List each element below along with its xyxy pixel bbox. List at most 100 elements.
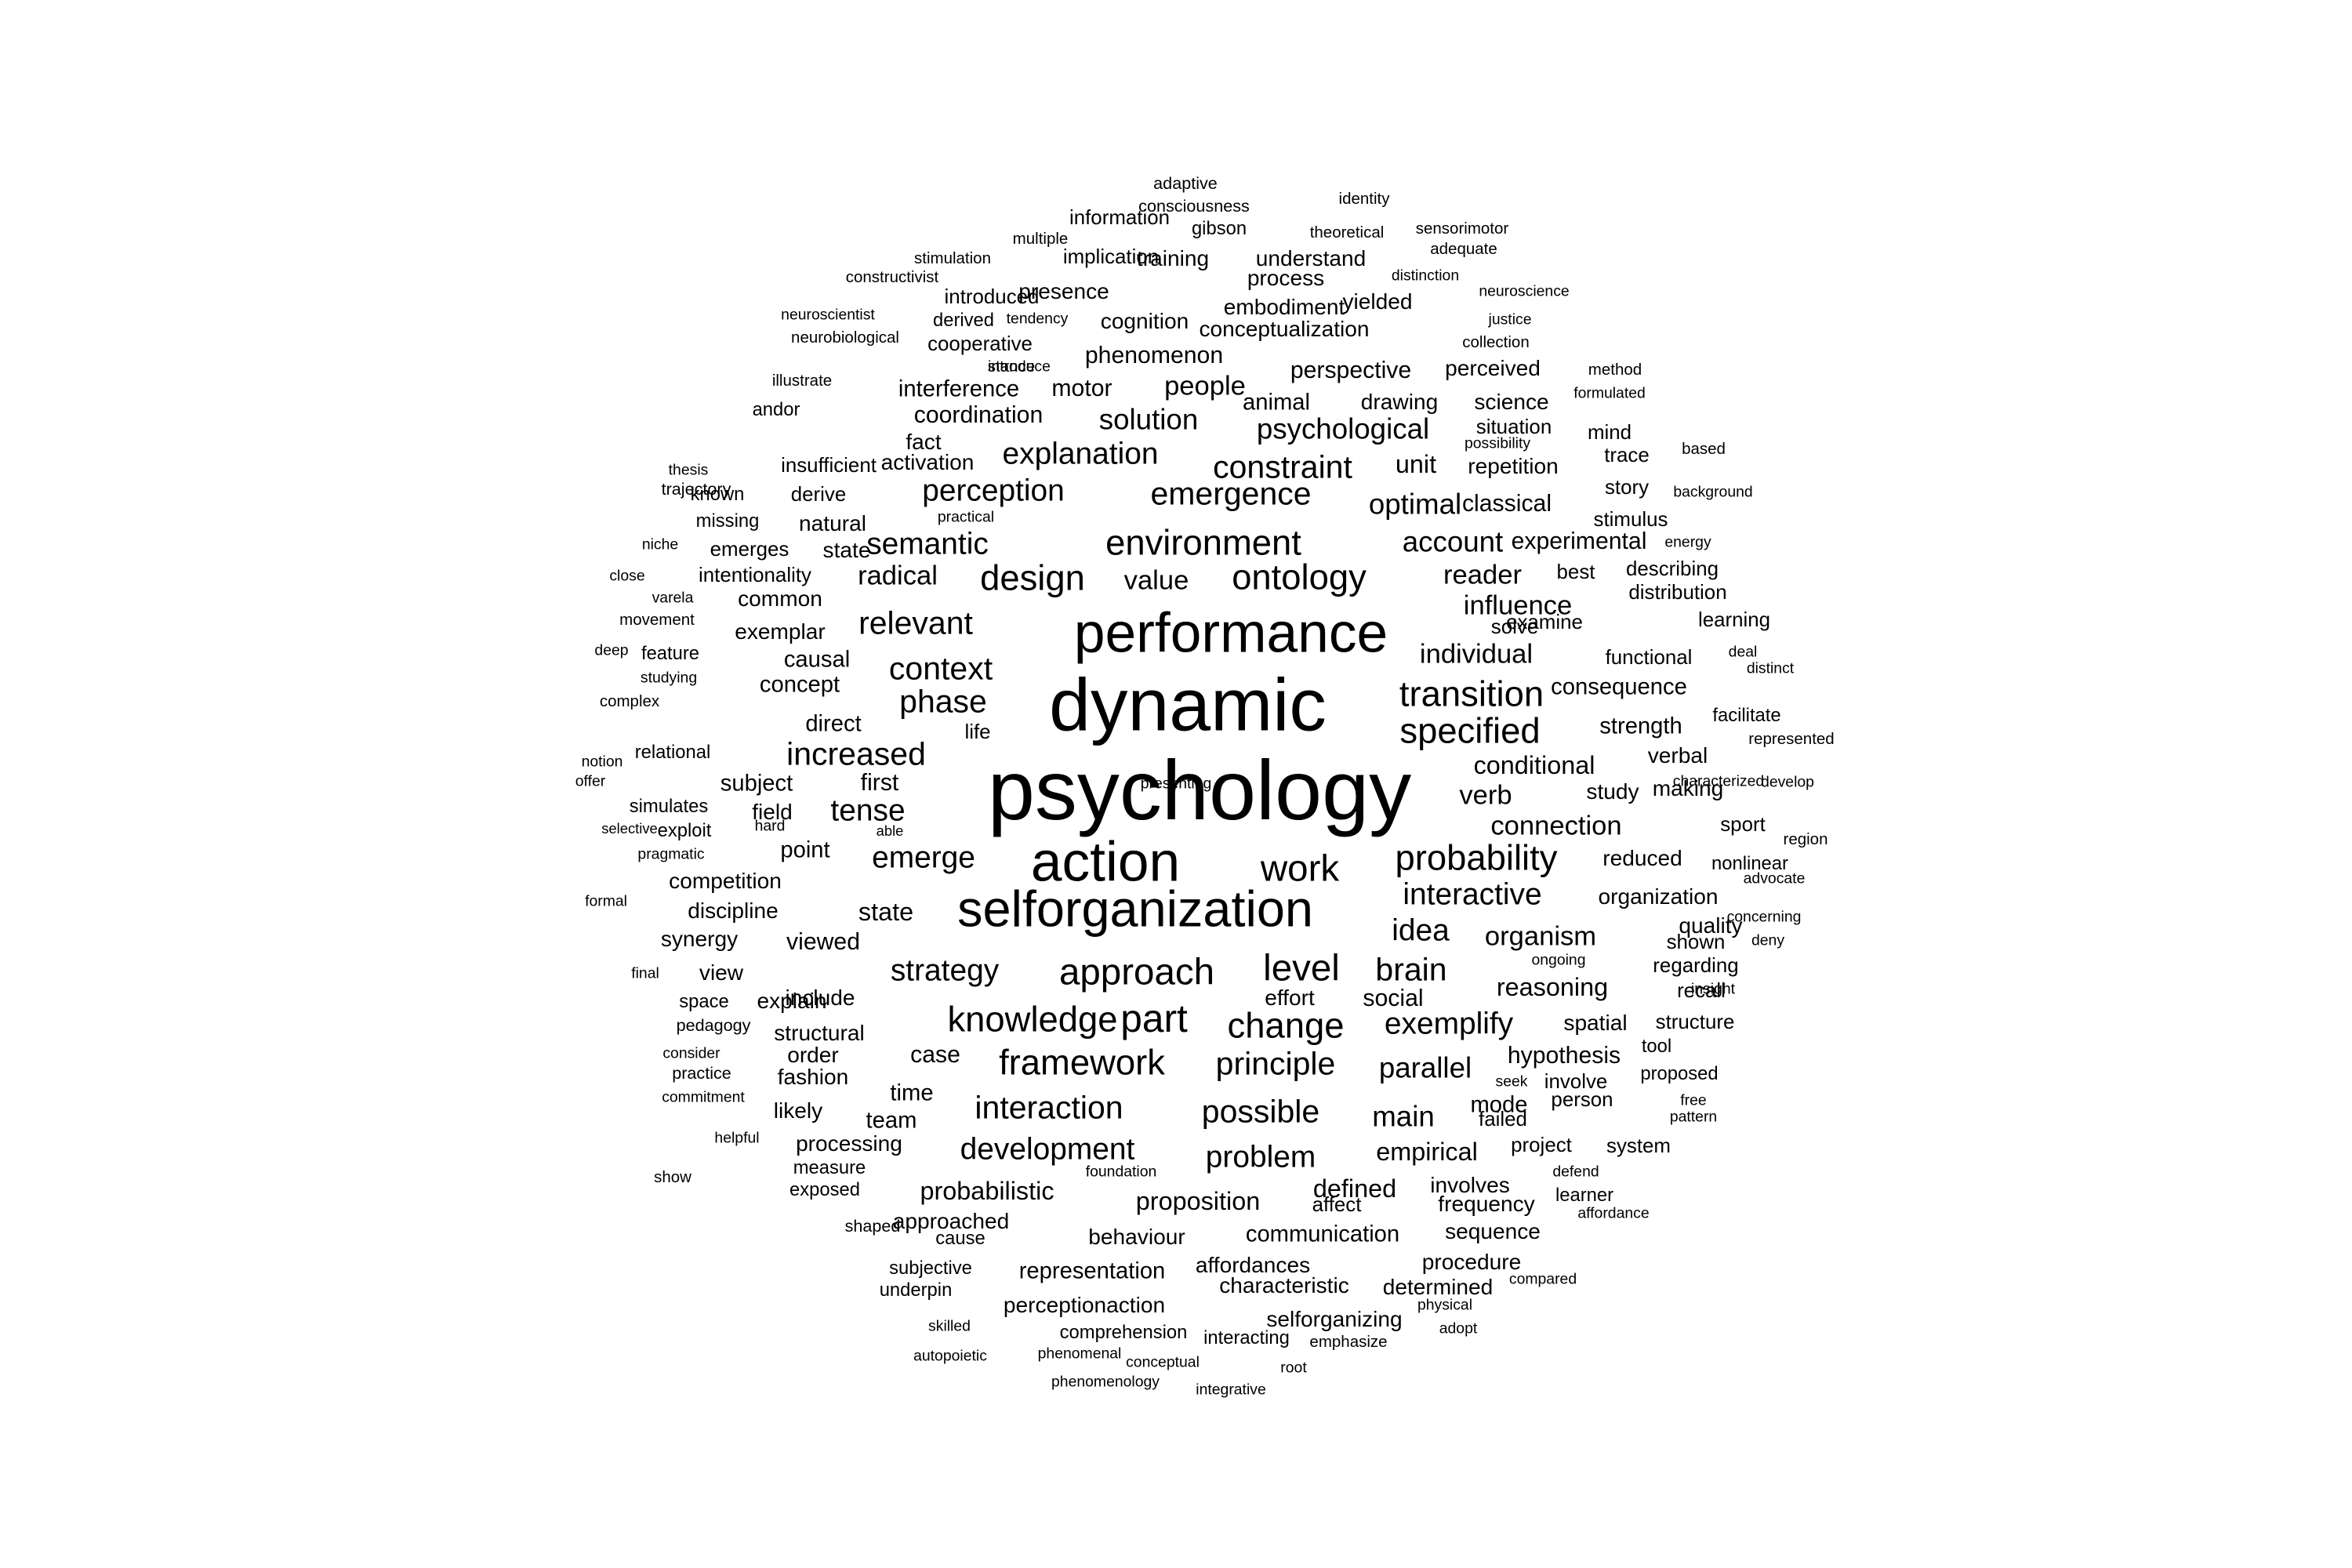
cloud-word: sensorimotor — [1415, 219, 1509, 238]
cloud-word: distribution — [1628, 582, 1727, 604]
cloud-word: activation — [880, 449, 975, 474]
cloud-word: affordances — [1195, 1252, 1311, 1277]
cloud-word: consider — [662, 1044, 720, 1062]
cloud-word: underpin — [879, 1279, 953, 1301]
cloud-word: mind — [1587, 422, 1632, 445]
cloud-word: relevant — [858, 604, 973, 641]
cloud-word: neuroscience — [1479, 282, 1570, 300]
cloud-word: embodiment — [1223, 294, 1345, 319]
cloud-word: connection — [1490, 811, 1622, 841]
cloud-word: interactive — [1403, 877, 1542, 912]
cloud-word: deny — [1751, 931, 1785, 949]
cloud-word: synergy — [660, 926, 739, 951]
cloud-word: cognition — [1100, 308, 1189, 333]
cloud-word: verb — [1459, 780, 1512, 811]
cloud-word: represented — [1748, 729, 1835, 748]
cloud-word: missing — [695, 510, 760, 532]
cloud-word: influence — [1463, 590, 1573, 621]
cloud-word: practical — [937, 508, 995, 526]
cloud-word: order — [787, 1042, 839, 1067]
cloud-word: development — [960, 1132, 1135, 1167]
cloud-word: fashion — [777, 1064, 849, 1089]
cloud-word: interaction — [975, 1089, 1123, 1126]
cloud-word: conditional — [1473, 750, 1595, 779]
cloud-word: possibility — [1464, 434, 1531, 452]
cloud-word: first — [860, 769, 899, 796]
cloud-word: knowledge — [947, 999, 1118, 1040]
cloud-word: theoretical — [1309, 223, 1385, 241]
cloud-word: pedagogy — [676, 1015, 751, 1036]
cloud-word: perception — [922, 474, 1065, 508]
cloud-word: story — [1604, 477, 1650, 499]
cloud-word: natural — [799, 510, 866, 535]
cloud-word: view — [699, 960, 744, 985]
cloud-word: reasoning — [1496, 972, 1609, 1001]
cloud-word: physical — [1417, 1296, 1473, 1314]
cloud-word: pattern — [1669, 1108, 1718, 1126]
cloud-word: tool — [1641, 1036, 1672, 1058]
cloud-word: free — [1680, 1091, 1707, 1109]
cloud-word: interference — [898, 376, 1020, 402]
cloud-word: exploit — [657, 820, 712, 842]
cloud-word: phenomenon — [1084, 342, 1224, 368]
cloud-word: point — [780, 837, 830, 863]
cloud-word: thesis — [668, 461, 709, 479]
cloud-word: regarding — [1653, 955, 1739, 978]
cloud-word: motor — [1051, 375, 1112, 401]
cloud-word: psychology — [987, 742, 1412, 837]
cloud-word: practice — [672, 1063, 731, 1083]
cloud-word: reduced — [1602, 845, 1682, 870]
cloud-word: constraint — [1213, 448, 1352, 485]
cloud-word: derived — [932, 310, 995, 332]
cloud-word: system — [1606, 1135, 1671, 1158]
cloud-word: seek — [1495, 1073, 1528, 1091]
cloud-word: information — [1069, 207, 1171, 230]
cloud-word: neurobiological — [791, 328, 899, 347]
cloud-word: ontology — [1232, 557, 1367, 597]
cloud-word: repetition — [1468, 453, 1559, 478]
cloud-word: hypothesis — [1507, 1042, 1621, 1069]
cloud-word: notion — [581, 753, 623, 771]
cloud-word: drawing — [1360, 389, 1439, 414]
cloud-word: intentionality — [699, 564, 811, 587]
cloud-word: show — [654, 1167, 691, 1186]
cloud-word: structural — [774, 1020, 865, 1045]
cloud-word: best — [1556, 561, 1595, 584]
cloud-word: processing — [796, 1131, 902, 1156]
cloud-word: transition — [1399, 673, 1544, 714]
cloud-word: selforganizing — [1266, 1306, 1403, 1331]
cloud-word: part — [1120, 996, 1188, 1041]
cloud-word: emphasize — [1309, 1332, 1388, 1351]
cloud-word: stimulus — [1593, 509, 1668, 532]
cloud-word: gibson — [1191, 218, 1247, 240]
cloud-word: comprehension — [1059, 1322, 1188, 1344]
cloud-word: affordance — [1577, 1204, 1650, 1222]
cloud-word: cause — [935, 1228, 985, 1250]
cloud-word: shaped — [844, 1216, 901, 1236]
cloud-word: movement — [619, 610, 695, 629]
cloud-word: sport — [1720, 814, 1766, 837]
cloud-word: shown — [1666, 931, 1726, 954]
cloud-word: subjective — [889, 1258, 972, 1279]
cloud-word: organism — [1484, 921, 1597, 952]
cloud-word: collection — [1462, 332, 1530, 351]
cloud-word: facilitate — [1712, 705, 1781, 727]
cloud-word: exemplify — [1384, 1007, 1514, 1041]
cloud-word: strategy — [890, 953, 1000, 988]
cloud-word: design — [980, 557, 1085, 598]
cloud-word: presenting — [1140, 775, 1212, 793]
cloud-word: background — [1673, 483, 1753, 501]
cloud-word: space — [679, 991, 729, 1013]
cloud-word: adequate — [1430, 239, 1497, 258]
cloud-word: viewed — [786, 928, 860, 955]
cloud-word: field — [752, 799, 793, 824]
cloud-word: recall — [1677, 980, 1726, 1003]
cloud-word: account — [1402, 525, 1504, 558]
cloud-word: distinct — [1746, 659, 1795, 677]
cloud-word: develop — [1761, 773, 1814, 791]
cloud-word: defend — [1552, 1163, 1599, 1181]
cloud-word: ongoing — [1531, 951, 1586, 969]
cloud-word: state — [858, 897, 914, 926]
cloud-word: brain — [1375, 951, 1447, 988]
cloud-word: relational — [634, 742, 711, 764]
